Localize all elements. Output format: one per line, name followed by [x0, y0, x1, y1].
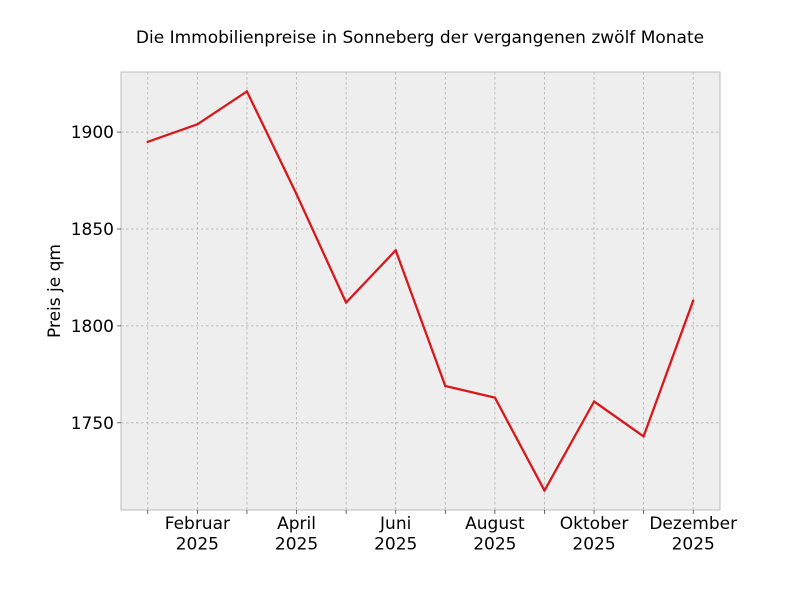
plot-area: Februar 2025 April 2025 Juni 2025 August 2025 Ok…: [71, 71, 737, 554]
x-tick-label: Oktober 2025: [560, 514, 629, 554]
x-tick-label: Juni 2025: [374, 514, 417, 554]
data-point: [592, 400, 596, 403]
data-point: [692, 299, 695, 302]
x-tick-label: April 2025: [275, 514, 318, 554]
data-point: [444, 384, 447, 388]
x-tick-label: Februar 2025: [165, 514, 230, 554]
y-tick-label: 1850: [71, 220, 114, 240]
data-point: [493, 396, 497, 399]
data-point: [295, 192, 298, 196]
data-point: [394, 249, 397, 252]
y-tick-label: 1750: [71, 414, 114, 434]
data-point: [642, 435, 645, 438]
y-tick-label: 1900: [71, 123, 114, 143]
y-axis-label: Preis je qm: [45, 244, 65, 338]
data-point: [344, 301, 348, 304]
data-point: [543, 489, 546, 492]
plot-background: [121, 72, 720, 510]
plot-frame: [120, 71, 721, 511]
x-tick-label: August 2025: [465, 514, 525, 554]
series-line: [146, 90, 695, 492]
data-point: [196, 123, 199, 126]
x-tick-label: Dezember 2025: [649, 514, 737, 554]
data-point: [146, 140, 149, 143]
data-point: [245, 90, 249, 93]
y-tick-label: 1800: [71, 317, 114, 337]
chart-title: Die Immobilienpreise in Sonneberg der ve…: [136, 28, 704, 48]
